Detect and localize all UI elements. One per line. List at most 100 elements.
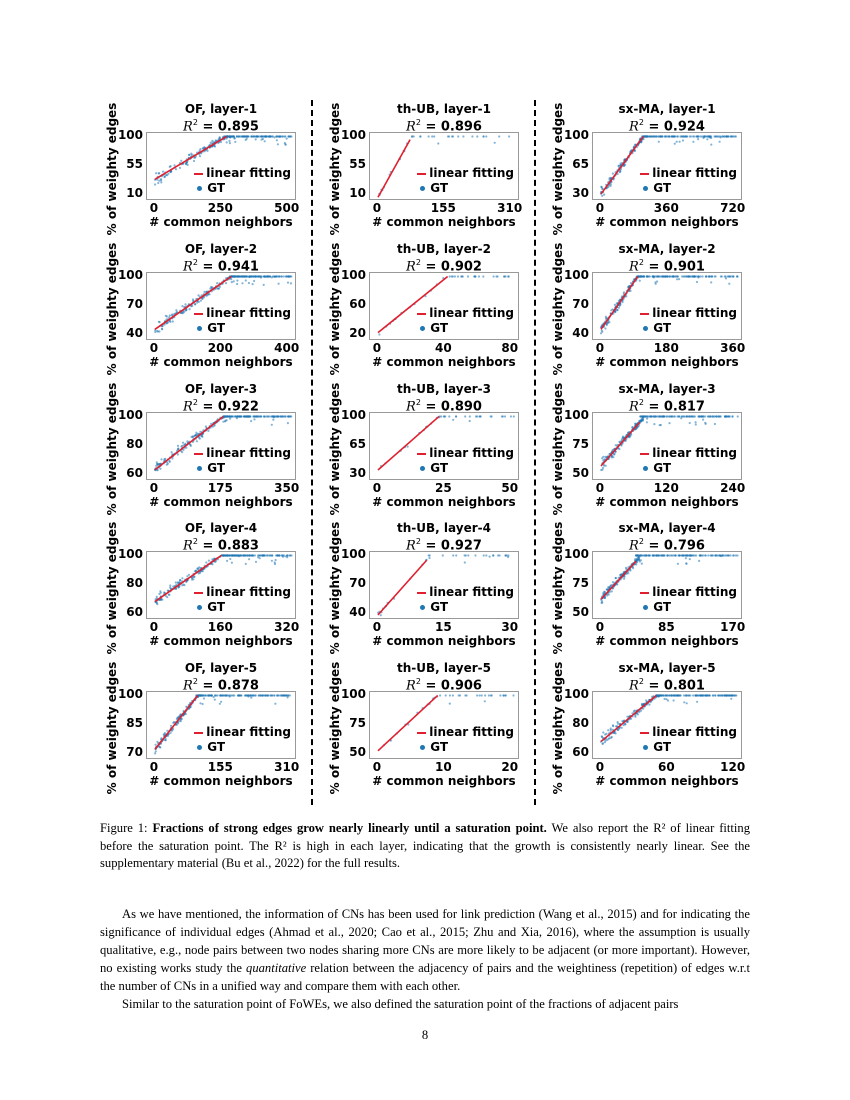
dot-swatch-icon xyxy=(643,605,649,610)
gt-point xyxy=(676,275,679,278)
y-tick-label: 20 xyxy=(349,326,366,341)
gt-point xyxy=(609,727,612,730)
gt-point xyxy=(654,415,657,418)
gt-point xyxy=(693,415,696,418)
y-tick-label: 80 xyxy=(126,437,143,452)
y-axis-label: % of weighty edges xyxy=(105,521,119,655)
gt-point xyxy=(638,275,641,278)
gt-point xyxy=(282,554,285,557)
gt-point xyxy=(224,282,228,285)
legend-label: GT xyxy=(207,321,226,335)
line-swatch-icon xyxy=(194,172,204,175)
gt-point xyxy=(724,277,728,280)
gt-point xyxy=(176,581,179,584)
gt-point xyxy=(730,135,733,138)
gt-point xyxy=(602,455,605,458)
gt-point xyxy=(698,554,701,557)
gt-point xyxy=(694,421,697,424)
line-swatch-icon xyxy=(640,731,650,734)
gt-point xyxy=(232,280,235,283)
x-tick-label: 25 xyxy=(434,481,452,495)
scatter-svg xyxy=(377,694,515,752)
gt-point xyxy=(187,573,191,576)
gt-point xyxy=(658,694,661,697)
gt-point xyxy=(175,718,178,721)
scatter-panel: OF, layer-1 R2 = 0.895 % of weighty edges #… xyxy=(100,100,315,240)
r2-value: 0.878 xyxy=(217,678,259,694)
gt-point xyxy=(645,275,648,278)
legend: linear fitting GT xyxy=(194,725,291,755)
gt-point xyxy=(620,295,623,298)
x-tick-label: 30 xyxy=(501,620,519,634)
gt-point xyxy=(176,453,179,456)
gt-point xyxy=(185,161,188,164)
gt-point xyxy=(260,135,263,138)
gt-point xyxy=(502,694,505,697)
gt-point xyxy=(665,135,668,138)
gt-point xyxy=(264,135,267,138)
y-tick-label: 100 xyxy=(340,687,366,702)
gt-point xyxy=(645,421,648,424)
gt-point xyxy=(734,694,737,697)
gt-point xyxy=(657,140,660,143)
gt-point xyxy=(168,316,171,319)
gt-point xyxy=(188,308,191,311)
dot-swatch-icon xyxy=(643,745,649,750)
gt-point xyxy=(688,558,691,561)
gt-point xyxy=(202,697,206,700)
gt-point xyxy=(213,698,216,701)
gt-point xyxy=(613,731,616,735)
gt-point xyxy=(700,415,703,418)
y-tick-label: 100 xyxy=(563,408,589,423)
gt-point xyxy=(216,287,219,290)
gt-point xyxy=(212,695,215,699)
x-axis-label: # common neighbors xyxy=(149,634,293,648)
gt-point xyxy=(169,165,172,168)
gt-point xyxy=(207,429,210,432)
gt-point xyxy=(199,430,202,433)
y-tick-label: 70 xyxy=(572,297,589,312)
dot-swatch-icon xyxy=(197,326,203,331)
legend: linear fitting GT xyxy=(640,306,737,336)
legend: linear fitting GT xyxy=(640,725,737,755)
legend-item-fit: linear fitting xyxy=(640,166,737,181)
plot-area: linear fitting GT xyxy=(146,412,296,480)
gt-point xyxy=(439,694,442,697)
gt-point xyxy=(195,440,198,443)
gt-point xyxy=(699,275,702,278)
gt-point xyxy=(703,135,706,138)
gt-point xyxy=(286,281,290,284)
gt-point xyxy=(476,135,479,138)
gt-point xyxy=(164,739,167,742)
gt-point xyxy=(708,415,711,418)
gt-point xyxy=(731,415,734,418)
gt-point xyxy=(286,422,289,425)
gt-point xyxy=(689,135,692,138)
panel-title: sx-MA, layer-2 R2 = 0.901 xyxy=(592,242,742,274)
dot-swatch-icon xyxy=(420,186,426,191)
gt-point xyxy=(466,275,470,278)
legend-item-fit: linear fitting xyxy=(640,585,737,600)
gt-point xyxy=(603,590,606,593)
gt-point xyxy=(507,555,510,559)
gt-point xyxy=(211,558,214,561)
gt-point xyxy=(164,457,167,460)
y-tick-label: 65 xyxy=(572,157,589,172)
y-tick-label: 100 xyxy=(340,268,366,283)
gt-point xyxy=(629,717,632,720)
gt-point xyxy=(261,137,264,141)
gt-point xyxy=(229,415,232,418)
r2-label: R2 = 0.906 xyxy=(406,677,482,694)
gt-point xyxy=(187,153,191,156)
panel-title: th-UB, layer-4 R2 = 0.927 xyxy=(369,521,519,553)
gt-point xyxy=(277,415,280,418)
gt-point xyxy=(283,415,286,418)
gt-point xyxy=(457,135,460,138)
gt-point xyxy=(653,423,656,426)
gt-point xyxy=(172,721,176,724)
gt-point xyxy=(601,187,604,190)
gt-point xyxy=(228,142,231,145)
gt-point xyxy=(166,596,169,599)
gt-point xyxy=(648,703,651,706)
gt-point xyxy=(460,275,463,278)
